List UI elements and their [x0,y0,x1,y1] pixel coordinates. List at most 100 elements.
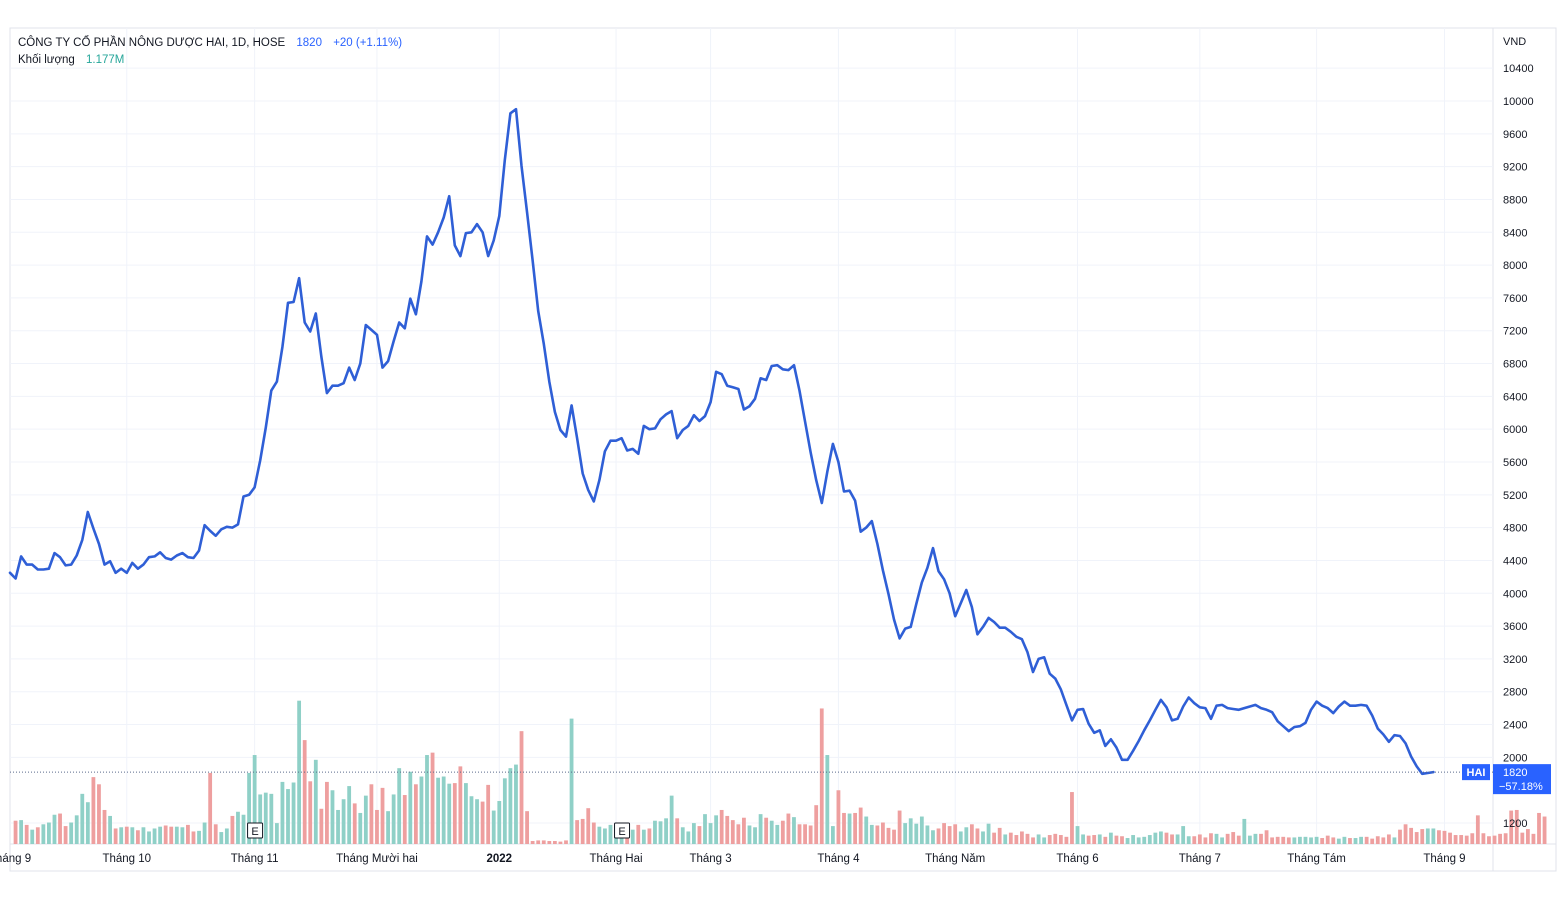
volume-bar [886,827,891,844]
volume-bar [1275,836,1280,844]
volume-bar [630,829,635,844]
volume-bar [1414,832,1419,844]
volume-bar [908,818,913,844]
last-price-tag-change: −57.18% [1499,781,1543,793]
volume-bar [725,815,730,844]
volume-bar [608,824,613,844]
volume-bar [313,759,318,844]
volume-bar [881,822,885,844]
volume-bar [1392,837,1397,844]
volume-bar [141,827,146,844]
volume-bar [830,826,835,844]
legend-volume-row[interactable]: Khối lượng 1.177M [18,52,402,69]
volume-bar [1359,836,1363,844]
volume-bar [964,827,969,844]
legend-last-price: 1820 [296,37,322,49]
time-tick-label: Tháng 6 [1056,853,1098,865]
volume-bar [147,831,151,844]
chart-legend: CÔNG TY CỔ PHẦN NÔNG DƯỢC HAI, 1D, HOSE … [18,35,402,69]
price-line [8,107,1435,776]
volume-bar [30,829,35,844]
volume-bar [186,824,190,844]
axes: 10400 10000 9600 9200 8800 8400 8000 7600 7200 68… [0,36,1534,865]
volume-bar [1353,838,1358,844]
volume-bar [1058,835,1063,844]
volume-bar [252,755,257,844]
volume-bar [1409,827,1414,844]
volume-bar [74,815,79,844]
volume-bar [869,824,874,844]
volume-bars [13,700,1547,844]
price-tick-label: 8000 [1503,260,1527,272]
volume-bar [703,814,707,844]
price-tick-label: 6400 [1503,391,1527,403]
volume-bar [1403,824,1408,844]
volume-bar [1070,792,1074,844]
price-tick-label: 7600 [1503,293,1527,305]
volume-bar [430,752,435,844]
volume-bar [797,824,802,844]
earnings-marker-letter: E [618,826,625,838]
volume-bar [447,783,452,844]
volume-bar [197,830,201,844]
volume-bar [1470,833,1475,844]
symbol-tag [1462,764,1490,781]
earnings-marker[interactable]: E [614,822,631,839]
volume-bar [853,812,858,844]
volume-bar [263,792,268,844]
volume-bar [903,823,908,844]
volume-bar [1047,835,1052,844]
volume-bar [1231,832,1236,844]
volume-bar [775,824,780,844]
volume-bar [436,777,441,844]
volume-bar [497,801,502,844]
earnings-marker[interactable]: E [247,822,264,839]
price-tick-label: 9600 [1503,129,1527,141]
volume-bar [352,803,357,844]
volume-bar [1520,832,1525,844]
volume-bar [1003,834,1008,844]
volume-bar [730,820,735,844]
volume-bar [636,824,641,844]
volume-bar [975,828,980,844]
volume-bar [519,731,524,844]
volume-bar [375,809,379,844]
volume-bar [269,793,274,844]
volume-bar [291,782,296,844]
volume-bar [1364,836,1369,844]
volume-bar [1153,832,1158,844]
legend-change: +20 (+1.11%) [333,37,403,49]
volume-bar [1025,833,1030,844]
volume-bar [864,816,869,844]
volume-bar [680,827,685,844]
volume-bar [1492,835,1497,844]
volume-bar [119,827,124,844]
volume-bar [1314,836,1319,844]
legend-title-row[interactable]: CÔNG TY CỔ PHẦN NÔNG DƯỢC HAI, 1D, HOSE … [18,35,402,52]
volume-bar [1475,815,1480,844]
volume-bar [1159,831,1163,844]
volume-bar [1375,836,1380,844]
volume-bar [552,841,557,844]
legend-volume-value: 1.177M [86,54,125,66]
volume-bar [669,795,674,844]
volume-bar [130,827,135,844]
volume-bar [819,708,824,844]
volume-bar [1342,836,1347,844]
volume-bar [1420,829,1425,844]
volume-bar [35,827,40,844]
price-tick-label: 2800 [1503,687,1527,699]
volume-bar [919,816,924,844]
volume-bar [814,805,819,844]
volume-bar [530,841,535,844]
volume-bar [1381,837,1386,844]
volume-bar [981,831,985,844]
volume-bar [1531,833,1536,844]
volume-bar [502,778,507,844]
volume-bar [24,824,29,844]
volume-bar [380,787,385,844]
volume-bar [391,794,396,844]
